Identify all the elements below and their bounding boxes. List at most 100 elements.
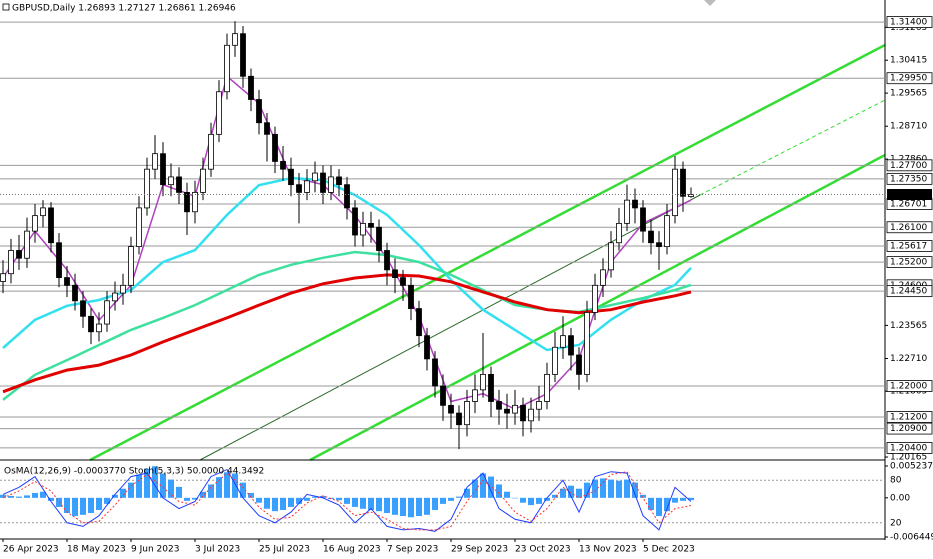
osma-bar: [200, 491, 206, 498]
candle-body: [392, 269, 398, 278]
candle-body: [592, 284, 598, 313]
osma-bar: [248, 492, 254, 498]
candle-body: [184, 192, 190, 213]
indicator-title: OsMA(12,26,9) -0.0003770 Stoch(5,3,3) 50…: [4, 467, 264, 477]
candle-body: [376, 226, 382, 251]
candle-body: [600, 269, 606, 286]
candle-body: [328, 176, 334, 193]
osma-bar: [128, 482, 134, 498]
osma-bar: [48, 497, 54, 501]
candle-body: [520, 404, 526, 422]
candle-body: [336, 176, 342, 186]
candle-body: [56, 242, 62, 278]
current-price-box: [887, 189, 932, 201]
osma-bar: [448, 497, 454, 501]
candle-body: [560, 335, 566, 348]
candle-body: [224, 44, 230, 93]
indicator-line: [2, 273, 692, 394]
candle-body: [352, 207, 358, 236]
indicator-line: [2, 468, 692, 532]
osma-bar: [272, 497, 278, 512]
candle-body: [616, 222, 622, 244]
candle-body: [272, 133, 278, 162]
y2-tick-label: 80: [890, 476, 902, 486]
candle-body: [112, 292, 118, 302]
candle-body: [528, 408, 534, 422]
osma-bar: [184, 497, 190, 501]
y-tick-label: -0.0064490: [890, 533, 933, 543]
x-tick-label: 13 Nov 2023: [579, 545, 637, 555]
osma-bar: [96, 497, 102, 510]
y-tick-label: 0.00: [890, 493, 910, 503]
osma-bar: [64, 497, 70, 514]
osma-bar: [568, 485, 574, 498]
osma-bar: [544, 497, 550, 501]
osma-bar: [424, 497, 430, 515]
candle-body: [40, 207, 46, 217]
candle-body: [504, 408, 510, 414]
y2-tick-label: 20: [890, 518, 902, 528]
current-price-label: 1.26946: [890, 190, 927, 200]
level-label: 1.20400: [890, 443, 927, 453]
candle-body: [64, 277, 70, 286]
candle-body: [464, 401, 470, 426]
osma-bar: [176, 486, 182, 498]
osma-bar: [600, 478, 606, 498]
candle-body: [248, 75, 254, 100]
candle-body: [152, 153, 158, 170]
candle-body: [664, 215, 670, 248]
osma-bar: [56, 497, 62, 507]
level-box: [886, 285, 933, 298]
osma-bar: [464, 488, 470, 498]
candle-body: [624, 199, 630, 224]
candle-body: [632, 199, 638, 209]
level-box: [886, 172, 933, 185]
osma-bar: [384, 497, 390, 514]
candle-body: [160, 153, 166, 186]
osma-bar: [376, 497, 382, 512]
candle-body: [8, 250, 14, 275]
candle-body: [208, 133, 214, 170]
osma-bar: [560, 488, 566, 498]
osma-bar: [8, 495, 14, 498]
candle-body: [256, 99, 262, 124]
candle-body: [128, 246, 134, 286]
candle-body: [280, 161, 286, 170]
y-tick-label: 1.20165: [890, 453, 927, 463]
candle-body: [656, 242, 662, 248]
candle-body: [680, 168, 686, 197]
candle-body: [368, 222, 374, 228]
candle-body: [176, 176, 182, 193]
osma-bar: [592, 479, 598, 498]
level-label: 1.25200: [890, 258, 927, 268]
osma-bar: [256, 497, 262, 503]
x-tick-label: 5 Dec 2023: [643, 545, 695, 555]
osma-bar: [192, 497, 198, 500]
level-box: [886, 256, 933, 269]
level-label: 1.31400: [890, 18, 927, 28]
indicator-line: [2, 250, 692, 401]
candle-body: [648, 230, 654, 244]
candle-body: [480, 373, 486, 391]
osma-bar: [536, 497, 542, 504]
osma-bar: [224, 472, 230, 498]
osma-bar: [608, 479, 614, 498]
osma-bar: [240, 482, 246, 498]
osma-bar: [480, 473, 486, 498]
osma-bar: [0, 494, 6, 498]
osma-bar: [472, 479, 478, 498]
candle-body: [216, 91, 222, 135]
candle-body: [120, 284, 126, 294]
osma-bar: [296, 497, 302, 504]
title-icon: [2, 3, 10, 11]
y-tick-label: 1.22710: [890, 354, 927, 364]
candle-body: [568, 335, 574, 356]
osma-bar: [40, 491, 46, 498]
osma-bar: [24, 495, 30, 498]
osma-bar: [416, 497, 422, 517]
level-label: 1.27350: [890, 174, 927, 184]
osma-bar: [552, 494, 558, 498]
level-box: [886, 380, 933, 392]
